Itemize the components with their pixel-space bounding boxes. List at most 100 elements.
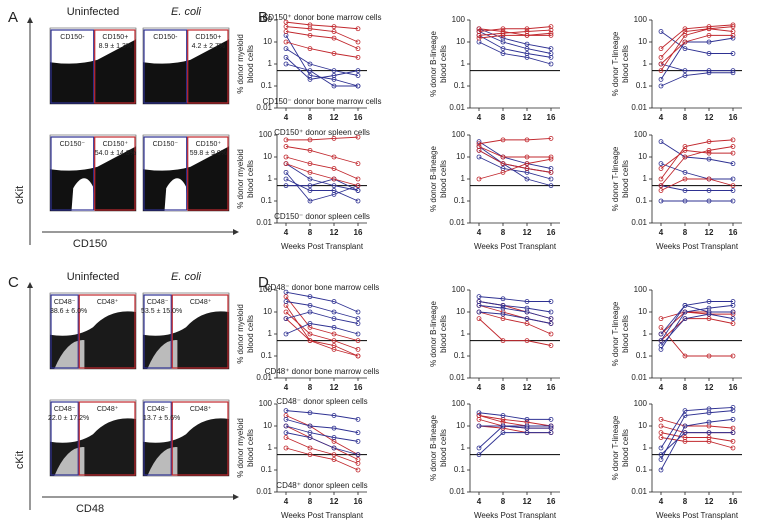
data-point — [524, 321, 530, 326]
data-point — [658, 198, 664, 204]
series-line — [478, 158, 552, 180]
x-axis-label: CD150 — [73, 238, 107, 250]
data-point — [706, 156, 712, 162]
data-point — [658, 83, 664, 89]
series-line — [660, 37, 734, 80]
data-point — [658, 430, 664, 436]
data-point — [307, 176, 313, 182]
series-line — [660, 304, 733, 335]
data-point — [331, 29, 337, 34]
data-point — [706, 139, 712, 145]
series-line — [660, 149, 733, 169]
x-axis-label: Weeks Post Transplant — [474, 511, 557, 520]
data-point — [307, 26, 313, 32]
density-contour — [54, 340, 85, 369]
series-line — [285, 163, 359, 191]
data-point — [307, 423, 313, 429]
data-point — [658, 68, 664, 74]
data-point — [730, 22, 736, 28]
data-point — [500, 413, 506, 418]
gate-percentage: 13.7 ± 5.6% — [143, 415, 180, 422]
data-point — [331, 35, 337, 41]
x-tick-label: 4 — [477, 383, 482, 392]
data-point — [548, 299, 554, 304]
data-point — [730, 176, 736, 182]
data-point — [500, 423, 506, 429]
series-line — [660, 432, 734, 442]
panel-letter: D — [258, 274, 269, 291]
data-point — [307, 321, 313, 326]
gate-label: CD150- — [153, 34, 178, 41]
data-point — [682, 26, 688, 32]
data-point — [355, 198, 361, 204]
data-point — [283, 289, 289, 295]
negative-gate — [143, 29, 188, 104]
data-point — [331, 24, 337, 30]
x-tick-label: 12 — [523, 113, 532, 122]
data-point — [307, 61, 313, 67]
x-tick-label: 16 — [547, 497, 556, 506]
data-point — [730, 150, 736, 156]
data-point — [331, 83, 337, 89]
data-point — [706, 311, 712, 317]
data-point — [658, 467, 664, 473]
data-point — [658, 183, 664, 189]
y-axis-label: blood cells — [439, 160, 448, 198]
gate-percentage: 53.5 ± 15.0% — [141, 308, 182, 315]
series-line — [660, 418, 734, 471]
y-tick-label: 100 — [634, 130, 648, 139]
x-tick-label: 8 — [308, 113, 313, 122]
data-point — [682, 188, 688, 193]
data-point — [500, 316, 506, 322]
data-point — [355, 39, 361, 45]
series-line — [285, 311, 359, 324]
gate-label: CD48⁻ — [54, 406, 76, 413]
x-tick-label: 8 — [501, 228, 506, 237]
data-point — [730, 438, 736, 444]
x-tick-label: 4 — [477, 228, 482, 237]
x-tick-label: 12 — [523, 497, 532, 506]
series-line — [285, 432, 359, 456]
series-line — [478, 311, 552, 324]
data-point — [658, 457, 664, 462]
data-point — [682, 316, 688, 322]
data-point — [355, 46, 361, 52]
data-point — [500, 26, 506, 32]
x-tick-label: 4 — [477, 497, 482, 506]
series-line — [285, 301, 359, 320]
data-point — [500, 430, 506, 436]
y-axis-label: % donor B-lineage — [429, 31, 438, 97]
series-line — [285, 291, 359, 313]
data-point — [331, 457, 337, 462]
y-tick-label: 100 — [452, 399, 466, 408]
y-tick-label: 10 — [638, 37, 647, 46]
series-line — [285, 410, 359, 420]
y-tick-label: 1 — [268, 329, 273, 338]
data-point — [658, 166, 664, 171]
y-tick-label: 0.1 — [636, 196, 648, 205]
data-point — [307, 137, 313, 143]
data-point — [706, 299, 712, 304]
series-line — [285, 318, 359, 357]
data-point — [331, 425, 337, 431]
data-point — [476, 452, 482, 458]
series-line — [285, 425, 359, 442]
data-point — [706, 32, 712, 38]
data-point — [730, 316, 736, 322]
x-tick-label: 4 — [659, 383, 664, 392]
x-tick-label: 8 — [683, 228, 688, 237]
data-point — [500, 51, 506, 56]
series-line — [285, 172, 359, 202]
data-point — [355, 338, 361, 344]
gate-label: CD150- — [60, 34, 85, 41]
data-point — [524, 425, 530, 431]
data-point — [331, 346, 337, 352]
data-point — [730, 405, 736, 410]
data-point — [682, 430, 688, 436]
y-axis-label: blood cells — [246, 429, 255, 467]
x-tick-label: 8 — [683, 497, 688, 506]
y-tick-label: 100 — [259, 130, 273, 139]
data-point — [355, 68, 361, 74]
data-point — [524, 54, 530, 60]
y-axis-label: % donor myeloid — [236, 418, 245, 478]
